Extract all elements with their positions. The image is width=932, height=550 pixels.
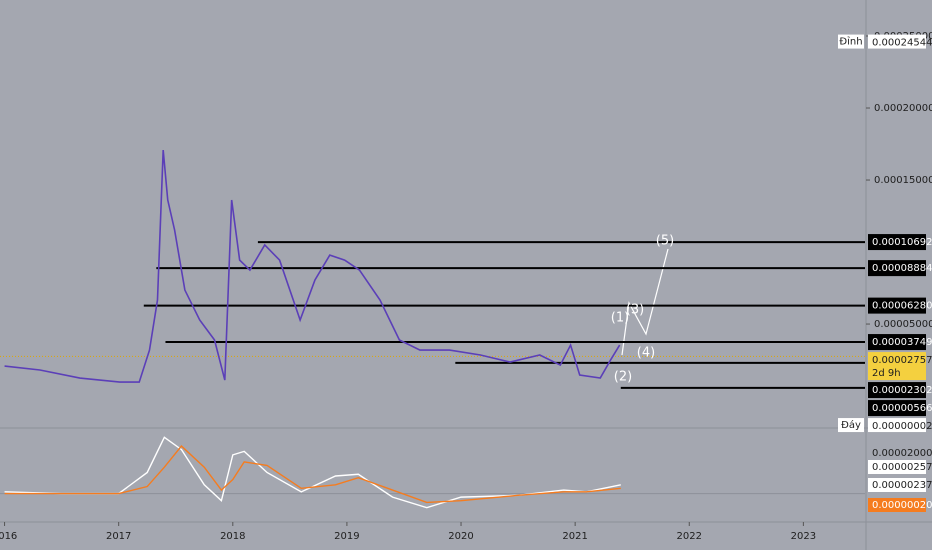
price-badge-label: 0.00010692 [872, 237, 932, 248]
x-tick-label: 2022 [677, 531, 702, 542]
x-tick-label: 2023 [791, 531, 816, 542]
macd-price-badge [868, 460, 926, 474]
price-badge [868, 234, 926, 251]
price-badge-label: 0.00006280 [872, 301, 932, 312]
price-line [4, 149, 621, 383]
wave-label: (4) [637, 346, 655, 361]
wave-projection [621, 248, 669, 356]
price-badge [868, 260, 926, 277]
macd-price-label: 0.00000257 [872, 462, 932, 473]
macd-price-badge [868, 478, 926, 492]
macd-line [4, 436, 621, 509]
macd-line [4, 445, 621, 504]
wave-label: (3) [626, 303, 644, 318]
x-tick-label: 2021 [562, 531, 587, 542]
price-badge-label: 0.00003749 [872, 337, 932, 348]
price-badge [868, 400, 926, 417]
macd-price-label: 0.00002000 [872, 448, 932, 459]
tag-badge [838, 418, 864, 433]
price-badge [868, 352, 926, 381]
price-badge-label: 0.00000002 [872, 421, 932, 432]
macd-price-label: 0.00000237 [872, 480, 932, 491]
price-badge-label: 0.00002757 [872, 355, 932, 366]
y-tick-label: 0.00020000 [874, 103, 932, 114]
price-badge [868, 382, 926, 399]
tag-label: Đáy [841, 419, 861, 431]
price-badge [868, 418, 926, 433]
wave-label: (1) [611, 311, 629, 326]
price-badge-label: 0.00024544 [872, 38, 932, 49]
wave-label: (2) [614, 370, 632, 385]
price-badge [868, 297, 926, 314]
price-badge-label: 0.00000566 [872, 403, 932, 414]
x-tick-label: 2018 [220, 531, 245, 542]
x-tick-label: 2017 [106, 531, 131, 542]
price-badge-label: 0.00008884 [872, 263, 932, 274]
wave-label: (5) [656, 234, 674, 249]
x-tick-label: 2019 [334, 531, 359, 542]
price-badge [868, 334, 926, 351]
tag-label: Đỉnh [839, 36, 862, 48]
y-tick-label: 0.00005000 [874, 319, 932, 330]
price-badge-label: 0.00002302 [872, 385, 932, 396]
macd-price-label: 0.00000020 [872, 500, 932, 511]
x-tick-label: 2020 [448, 531, 473, 542]
countdown: 2d 9h [872, 368, 901, 379]
macd-price-badge [868, 498, 926, 512]
y-tick-label: 0.00015000 [874, 175, 932, 186]
tag-badge [838, 34, 864, 49]
x-tick-label: 2016 [0, 531, 17, 542]
price-badge [868, 34, 926, 49]
